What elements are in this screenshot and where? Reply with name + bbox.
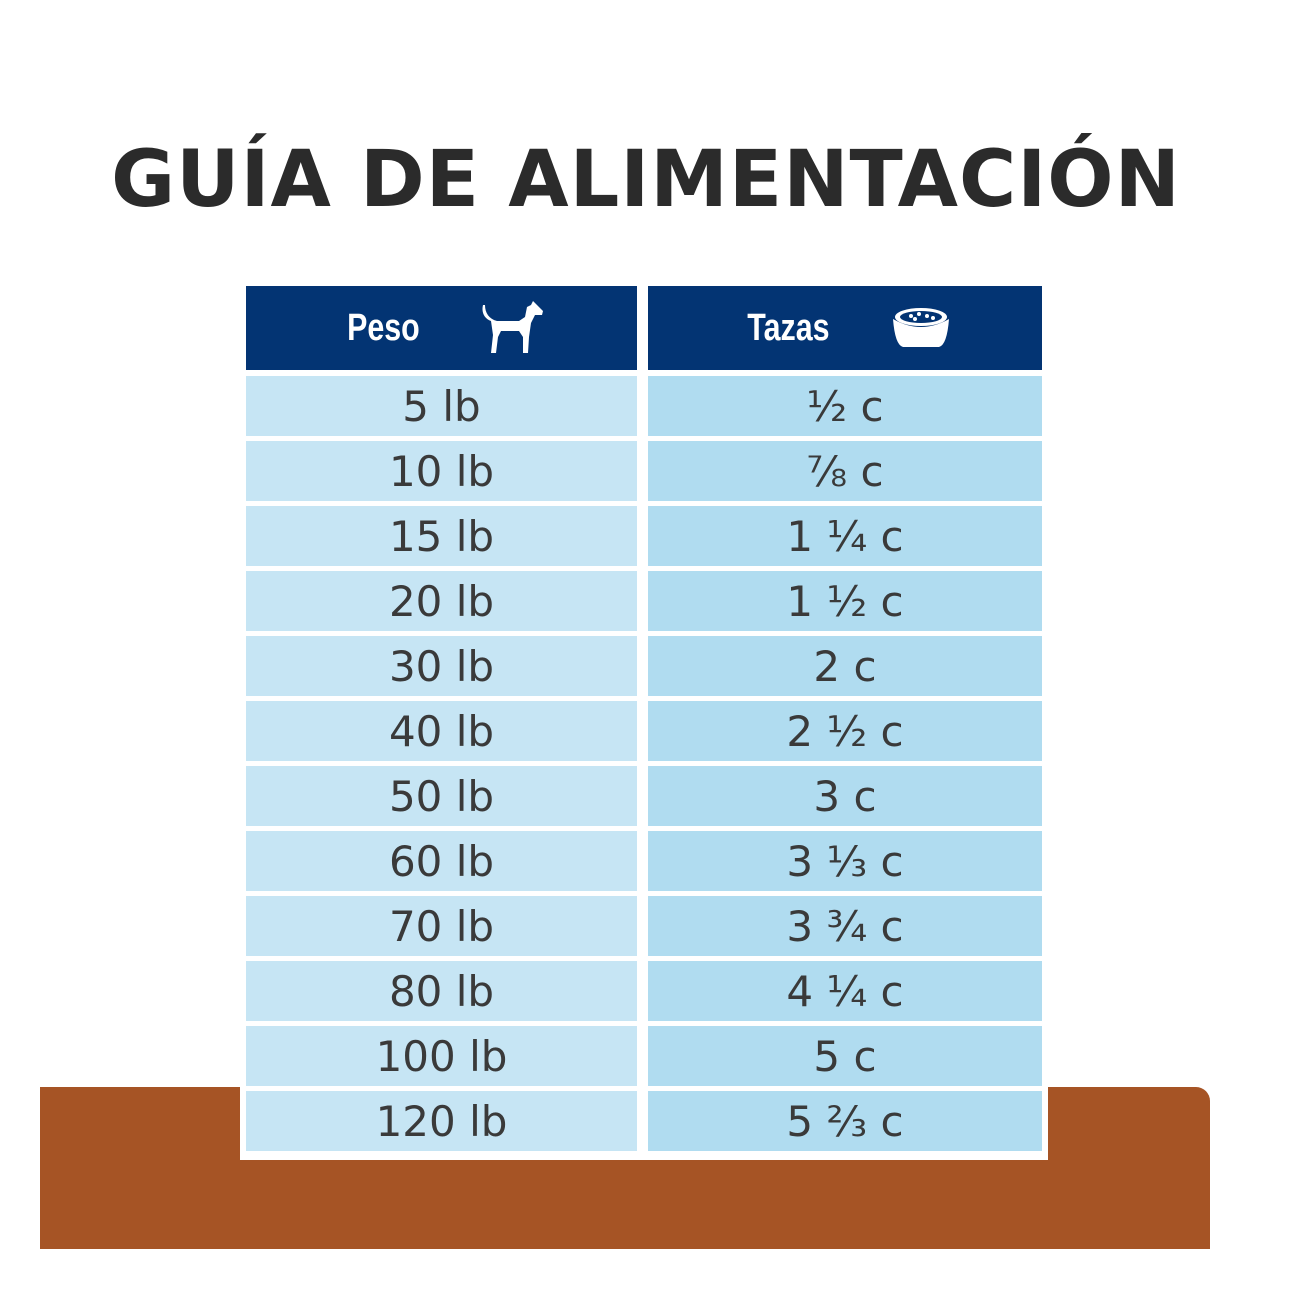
feeding-table: Peso Tazas 5 lb ½ c 10 lb ⅞ c 15 lb 1 ¼ c 20 l…: [240, 280, 1048, 1160]
dog-icon: [482, 301, 543, 353]
cups-cell: ⅞ c: [648, 441, 1042, 501]
cups-cell: 2 ½ c: [648, 701, 1042, 761]
weight-cell: 20 lb: [246, 571, 637, 631]
food-bowl-icon: [893, 308, 950, 347]
cups-cell: 5 c: [648, 1026, 1042, 1086]
weight-cell: 15 lb: [246, 506, 637, 566]
weight-cell: 5 lb: [246, 376, 637, 436]
header-cups-label: Tazas: [746, 306, 830, 349]
cups-cell: 1 ½ c: [648, 571, 1042, 631]
cups-cell: 5 ⅔ c: [648, 1091, 1042, 1151]
weight-cell: 120 lb: [246, 1091, 637, 1151]
weight-cell: 70 lb: [246, 896, 637, 956]
cups-cell: 3 ¾ c: [648, 896, 1042, 956]
cups-cell: 3 c: [648, 766, 1042, 826]
weight-cell: 80 lb: [246, 961, 637, 1021]
cups-cell: 3 ⅓ c: [648, 831, 1042, 891]
header-weight-label: Peso: [347, 306, 420, 349]
page-title: GUÍA DE ALIMENTACIÓN: [111, 135, 1181, 225]
weight-cell: 50 lb: [246, 766, 637, 826]
cups-cell: ½ c: [648, 376, 1042, 436]
weight-cell: 60 lb: [246, 831, 637, 891]
header-cups: Tazas: [648, 286, 1042, 370]
weight-cell: 30 lb: [246, 636, 637, 696]
cups-cell: 4 ¼ c: [648, 961, 1042, 1021]
cups-cell: 2 c: [648, 636, 1042, 696]
weight-cell: 100 lb: [246, 1026, 637, 1086]
header-weight: Peso: [246, 286, 637, 370]
cups-cell: 1 ¼ c: [648, 506, 1042, 566]
weight-cell: 40 lb: [246, 701, 637, 761]
weight-cell: 10 lb: [246, 441, 637, 501]
